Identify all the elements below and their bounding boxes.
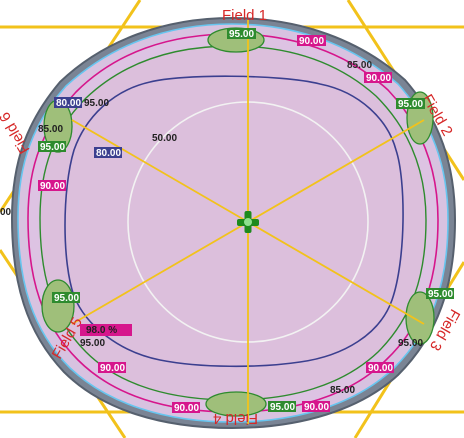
label-90-lower-right: 90.00 [368, 363, 393, 374]
label-90-bottom-left: 90.00 [174, 403, 199, 414]
label-50: 50.00 [152, 133, 177, 144]
label-00-left-edge: 00 [0, 207, 12, 218]
isodose-80-contour [64, 75, 404, 368]
label-90-left: 90.00 [40, 181, 65, 192]
label-90-lower-left: 90.00 [100, 363, 125, 374]
beam-axes [71, 20, 425, 424]
label-80-upper-left: 80.00 [56, 98, 81, 109]
label-80-left: 80.00 [96, 148, 121, 159]
label-95-right: 95.00 [428, 289, 453, 300]
label-95-top: 95.00 [229, 29, 254, 40]
label-90-bottom: 90.00 [304, 402, 329, 413]
label-85-top-right: 85.00 [347, 60, 372, 71]
label-95-lower-left: 95.00 [54, 293, 79, 304]
label-95-upper-right: 95.00 [398, 99, 423, 110]
field-1-label: Field 1 [222, 7, 267, 24]
isodose-labels: 95.00 90.00 85.00 90.00 95.00 80.00 95.0… [0, 28, 454, 414]
hot-spot-field-3 [405, 291, 435, 345]
label-90-top-right: 90.00 [299, 36, 324, 47]
label-85-bottom: 85.00 [330, 385, 355, 396]
label-95-lower-right: 95.00 [398, 338, 423, 349]
label-85-upper-left: 85.00 [38, 124, 63, 135]
label-95-upper-left: 95.00 [84, 98, 109, 109]
label-95-lower-left-2: 95.00 [80, 338, 105, 349]
label-max-dose: 98.0 % [86, 325, 117, 336]
hot-spot-field-4 [205, 391, 267, 417]
field-4-label: Field 4 [213, 410, 258, 427]
label-90-upper-right: 90.00 [366, 73, 391, 84]
label-95-bottom: 95.00 [270, 402, 295, 413]
isocenter-marker [237, 211, 259, 233]
label-95-left: 95.00 [40, 142, 65, 153]
